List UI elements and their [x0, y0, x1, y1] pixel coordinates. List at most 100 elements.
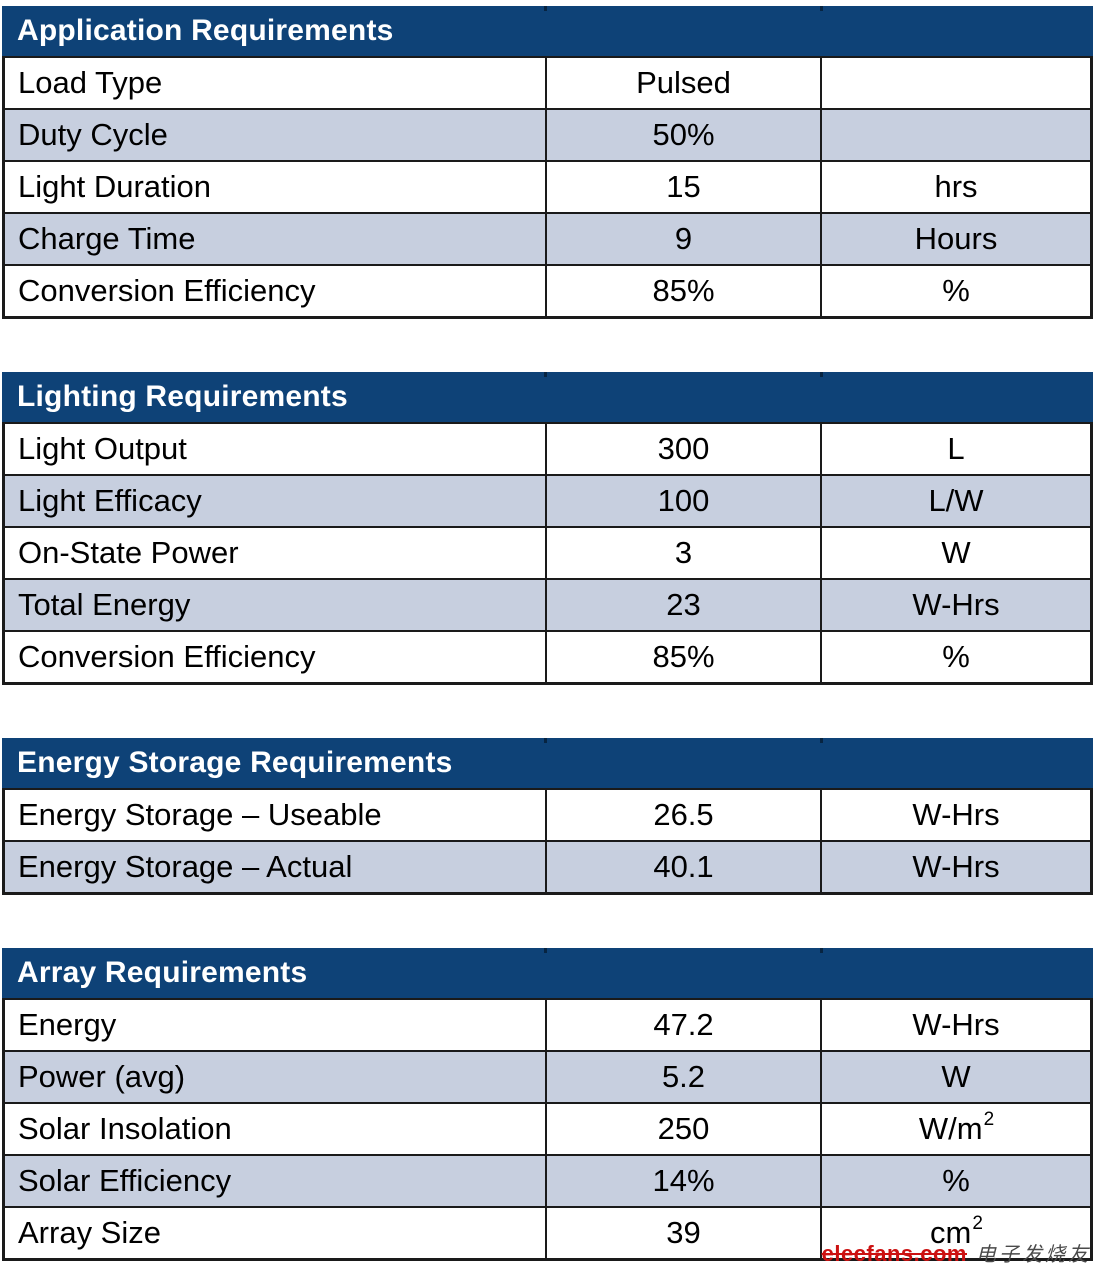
row-unit-text: %	[942, 639, 970, 674]
row-unit-cell	[820, 58, 1090, 108]
row-label-cell: Solar Efficiency	[5, 1156, 545, 1206]
row-value-cell: 300	[545, 424, 820, 474]
row-value-cell: 14%	[545, 1156, 820, 1206]
row-value-cell: 3	[545, 528, 820, 578]
row-unit-text: %	[942, 273, 970, 308]
row-value: Pulsed	[636, 65, 731, 100]
table-body: Load Type Pulsed Duty Cycle 50% Light Du…	[2, 56, 1093, 319]
row-label-cell: Energy Storage – Actual	[5, 842, 545, 892]
row-value: 23	[666, 587, 701, 622]
row-value: 9	[674, 221, 693, 256]
row-label: Energy	[18, 1007, 117, 1042]
row-label: Solar Insolation	[18, 1111, 232, 1146]
table-row: On-State Power 3 W	[5, 526, 1090, 578]
row-label-cell: Energy	[5, 1000, 545, 1050]
row-value-cell: 85%	[545, 632, 820, 682]
row-label: Energy Storage – Actual	[18, 849, 353, 884]
row-value-cell: 50%	[545, 110, 820, 160]
table-body: Energy Storage – Useable 26.5 W-Hrs Ener…	[2, 788, 1093, 895]
table-header: Application Requirements	[2, 6, 1093, 56]
requirements-table: Application Requirements Load Type Pulse…	[2, 6, 1093, 319]
row-value: 85%	[652, 273, 715, 308]
row-unit-cell: W-Hrs	[820, 842, 1090, 892]
row-label: Light Efficacy	[18, 483, 202, 518]
table-header: Array Requirements	[2, 948, 1093, 998]
table-row: Conversion Efficiency 85% %	[5, 630, 1090, 682]
header-grid-tick	[820, 372, 823, 377]
table-row: Charge Time 9 Hours	[5, 212, 1090, 264]
row-label: Total Energy	[18, 587, 191, 622]
row-unit-text: L	[947, 431, 965, 466]
row-unit-cell: L	[820, 424, 1090, 474]
row-label-cell: Total Energy	[5, 580, 545, 630]
table-body: Light Output 300 L Light Efficacy 100 L/…	[2, 422, 1093, 685]
row-value: 85%	[652, 639, 715, 674]
row-label-cell: Conversion Efficiency	[5, 266, 545, 316]
row-value: 40.1	[653, 849, 714, 884]
header-grid-tick	[544, 948, 547, 953]
row-unit-text: %	[942, 1163, 970, 1198]
header-grid-tick	[820, 6, 823, 11]
row-label-cell: Power (avg)	[5, 1052, 545, 1102]
row-label: Light Duration	[18, 169, 212, 204]
row-value: 15	[666, 169, 701, 204]
row-label-cell: Energy Storage – Useable	[5, 790, 545, 840]
row-value: 250	[657, 1111, 710, 1146]
row-label: Light Output	[18, 431, 187, 466]
row-value: 47.2	[653, 1007, 714, 1042]
table-title: Array Requirements	[17, 956, 308, 989]
table-row: Total Energy 23 W-Hrs	[5, 578, 1090, 630]
row-value-cell: 15	[545, 162, 820, 212]
row-label-cell: Array Size	[5, 1208, 545, 1258]
row-unit-cell: cm 2	[820, 1208, 1090, 1258]
row-value: 26.5	[653, 797, 714, 832]
row-unit-text: Hours	[914, 221, 998, 256]
table-row: Duty Cycle 50%	[5, 108, 1090, 160]
row-unit-cell: %	[820, 1156, 1090, 1206]
row-label-cell: Load Type	[5, 58, 545, 108]
row-value: 5.2	[661, 1059, 706, 1094]
row-unit-cell	[820, 110, 1090, 160]
row-value: 3	[674, 535, 693, 570]
row-label: Conversion Efficiency	[18, 639, 316, 674]
row-value-cell: 100	[545, 476, 820, 526]
row-label-cell: Conversion Efficiency	[5, 632, 545, 682]
row-unit-cell: W-Hrs	[820, 790, 1090, 840]
table-row: Energy Storage – Useable 26.5 W-Hrs	[5, 790, 1090, 840]
table-header: Energy Storage Requirements	[2, 738, 1093, 788]
table-header: Lighting Requirements	[2, 372, 1093, 422]
row-label-cell: Light Efficacy	[5, 476, 545, 526]
row-unit-cell: W/m 2	[820, 1104, 1090, 1154]
row-label: Energy Storage – Useable	[18, 797, 382, 832]
row-unit-text: W-Hrs	[912, 849, 1000, 884]
row-value: 14%	[652, 1163, 715, 1198]
row-label: On-State Power	[18, 535, 239, 570]
row-value: 100	[657, 483, 710, 518]
row-label-cell: Light Duration	[5, 162, 545, 212]
row-label: Power (avg)	[18, 1059, 186, 1094]
table-row: Energy Storage – Actual 40.1 W-Hrs	[5, 840, 1090, 892]
row-label: Solar Efficiency	[18, 1163, 232, 1198]
requirements-table: Lighting Requirements Light Output 300 L…	[2, 372, 1093, 685]
row-value-cell: 40.1	[545, 842, 820, 892]
header-grid-tick	[544, 372, 547, 377]
table-row: Solar Efficiency 14% %	[5, 1154, 1090, 1206]
table-row: Light Efficacy 100 L/W	[5, 474, 1090, 526]
row-label: Duty Cycle	[18, 117, 168, 152]
row-unit-text: L/W	[928, 483, 984, 518]
row-unit-cell: W	[820, 1052, 1090, 1102]
table-row: Light Output 300 L	[5, 424, 1090, 474]
row-unit-cell: %	[820, 632, 1090, 682]
table-row: Energy 47.2 W-Hrs	[5, 1000, 1090, 1050]
table-title: Energy Storage Requirements	[17, 746, 453, 779]
row-unit-text: W-Hrs	[912, 1007, 1000, 1042]
row-label: Load Type	[18, 65, 163, 100]
header-grid-tick	[820, 738, 823, 743]
row-unit-text: W	[941, 535, 971, 570]
row-unit-text: hrs	[934, 169, 978, 204]
table-row: Light Duration 15 hrs	[5, 160, 1090, 212]
row-value-cell: 9	[545, 214, 820, 264]
row-unit-cell: W-Hrs	[820, 580, 1090, 630]
table-title: Lighting Requirements	[17, 380, 348, 413]
